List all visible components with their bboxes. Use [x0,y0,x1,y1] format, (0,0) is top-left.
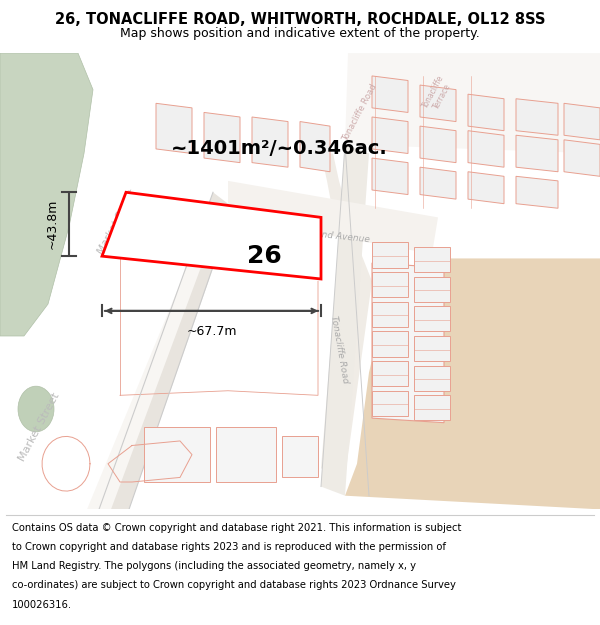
Text: Market Street: Market Street [96,188,138,256]
Polygon shape [420,126,456,162]
Text: co-ordinates) are subject to Crown copyright and database rights 2023 Ordnance S: co-ordinates) are subject to Crown copyr… [12,581,456,591]
Text: 100026316.: 100026316. [12,599,72,609]
Polygon shape [372,158,408,194]
Polygon shape [252,117,288,167]
Polygon shape [414,277,450,302]
Text: Contains OS data © Crown copyright and database right 2021. This information is : Contains OS data © Crown copyright and d… [12,523,461,533]
Polygon shape [321,154,372,478]
Polygon shape [24,192,234,509]
Text: to Crown copyright and database rights 2023 and is reproduced with the permissio: to Crown copyright and database rights 2… [12,542,446,552]
Text: ~67.7m: ~67.7m [186,324,237,338]
Polygon shape [468,131,504,167]
Polygon shape [216,428,276,482]
Polygon shape [204,112,240,162]
Polygon shape [372,272,408,298]
Polygon shape [372,331,408,356]
Polygon shape [414,396,450,421]
Polygon shape [516,176,558,208]
Polygon shape [414,336,450,361]
Polygon shape [282,436,318,478]
Text: 26: 26 [247,244,281,268]
Polygon shape [300,121,330,172]
Polygon shape [372,242,408,268]
Text: ~43.8m: ~43.8m [45,199,58,249]
Text: Tonacliffe Road: Tonacliffe Road [329,315,349,384]
Text: Map shows position and indicative extent of the property.: Map shows position and indicative extent… [120,27,480,40]
Polygon shape [45,204,222,509]
Polygon shape [228,181,438,254]
Polygon shape [372,391,408,416]
Polygon shape [420,85,456,121]
Ellipse shape [18,386,54,432]
Polygon shape [564,140,600,176]
Text: ~1401m²/~0.346ac.: ~1401m²/~0.346ac. [171,139,388,158]
Polygon shape [102,192,321,279]
Polygon shape [414,366,450,391]
Text: Moorland Avenue: Moorland Avenue [290,227,370,244]
Polygon shape [468,94,504,131]
Text: HM Land Registry. The polygons (including the associated geometry, namely x, y: HM Land Registry. The polygons (includin… [12,561,416,571]
Polygon shape [372,76,408,112]
Polygon shape [372,263,444,422]
Polygon shape [414,247,450,272]
Polygon shape [144,428,210,482]
Polygon shape [564,103,600,140]
Polygon shape [321,144,369,496]
Polygon shape [372,117,408,154]
Text: 26, TONACLIFFE ROAD, WHITWORTH, ROCHDALE, OL12 8SS: 26, TONACLIFFE ROAD, WHITWORTH, ROCHDALE… [55,12,545,27]
Polygon shape [516,99,558,135]
Text: Market Street: Market Street [17,391,61,463]
Polygon shape [345,53,600,154]
Polygon shape [372,302,408,327]
Polygon shape [468,172,504,204]
Polygon shape [156,103,192,154]
Polygon shape [0,53,93,336]
Text: Tonacliffe Road: Tonacliffe Road [341,82,379,142]
Polygon shape [372,361,408,386]
Polygon shape [420,167,456,199]
Polygon shape [345,259,600,509]
Text: Tonacliffe
Terrace: Tonacliffe Terrace [421,74,455,115]
Polygon shape [516,135,558,172]
Polygon shape [414,306,450,331]
